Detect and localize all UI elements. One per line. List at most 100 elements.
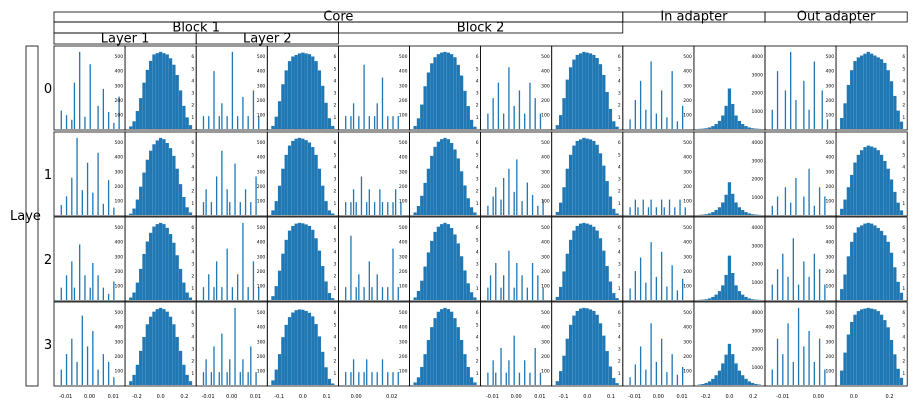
histogram-bar <box>537 275 538 300</box>
histogram-bar <box>159 52 162 129</box>
y-tick-label: 400 <box>399 155 408 161</box>
y-tick-label: 6 <box>902 54 905 60</box>
histogram-bar <box>314 61 317 129</box>
histogram-bar <box>640 81 641 129</box>
y-tick-label: 400 <box>399 69 408 75</box>
histogram-bar <box>748 213 751 215</box>
histogram-bar <box>166 54 169 129</box>
histogram-bar <box>430 156 433 215</box>
histogram-bar <box>328 379 331 385</box>
y-tick-label: 2 <box>618 359 621 365</box>
histogram-bar <box>162 309 165 385</box>
y-tick-label: 5 <box>191 237 194 243</box>
histogram-bar <box>803 81 804 129</box>
histogram-bar <box>883 235 886 300</box>
y-tick-label: 6 <box>618 140 621 146</box>
histogram-bar <box>758 384 761 385</box>
histogram-bar <box>559 287 562 300</box>
histogram-bar <box>629 288 630 300</box>
y-tick-label: 5 <box>334 237 337 243</box>
histogram-bar <box>857 155 860 215</box>
histogram-bar <box>473 127 476 129</box>
histogram-bar <box>305 224 308 300</box>
y-tick-label: 500 <box>115 140 124 146</box>
y-tick-label: 2 <box>476 103 479 109</box>
y-tick-label: 4000 <box>752 140 764 146</box>
histogram-bar <box>708 127 711 129</box>
histogram-bar <box>226 249 227 300</box>
y-tick-label: 6 <box>902 225 905 231</box>
histogram-bar <box>172 65 175 129</box>
histogram-bar <box>463 185 466 215</box>
histogram-bar <box>672 354 673 385</box>
histogram-bar <box>711 379 714 385</box>
y-tick-label: 100 <box>541 198 550 204</box>
histogram-bar <box>71 120 72 129</box>
x-tick-label: 0.00 <box>511 394 522 400</box>
y-tick-label: 300 <box>826 83 835 89</box>
header-block-2: Block 2 <box>457 21 505 36</box>
histogram-bar <box>751 128 754 129</box>
histogram-bar <box>741 210 744 215</box>
histogram-bar <box>226 116 227 129</box>
histogram-bar <box>599 323 602 385</box>
histogram-bar <box>843 103 846 129</box>
y-tick-label: 400 <box>826 69 835 75</box>
y-tick-label: 2 <box>476 359 479 365</box>
histogram-bar <box>345 116 346 129</box>
y-tick-label: 400 <box>257 69 266 75</box>
histogram-bar <box>648 207 649 215</box>
histogram-bar <box>245 189 246 215</box>
y-tick-label: 6 <box>476 225 479 231</box>
y-tick-label: 2 <box>476 189 479 195</box>
histogram-bar <box>629 119 630 129</box>
y-tick-label: 3000 <box>752 243 764 249</box>
histogram-bar <box>298 223 301 300</box>
histogram-bar <box>718 371 721 385</box>
x-tick-label: -0.01 <box>628 394 641 400</box>
histogram-bar <box>423 183 426 215</box>
y-tick-label: 500 <box>257 140 266 146</box>
histogram-bar <box>275 286 278 300</box>
histogram-bar <box>772 110 773 129</box>
y-tick-label: 200 <box>683 269 692 275</box>
histogram-bar <box>298 138 301 215</box>
histogram-bar <box>229 359 230 385</box>
histogram-bar <box>900 122 903 129</box>
histogram-bar <box>350 236 351 300</box>
histogram-bar <box>450 143 453 215</box>
histogram-bar <box>311 147 314 215</box>
histogram-bar <box>728 344 731 385</box>
histogram-bar <box>377 372 378 385</box>
y-tick-label: 200 <box>257 184 266 190</box>
histogram-bar <box>295 139 298 215</box>
y-tick-label: 1 <box>618 286 621 292</box>
histogram-bar <box>873 56 876 129</box>
histogram-bar <box>772 370 773 385</box>
histogram-bar <box>149 317 152 385</box>
y-tick-label: 3000 <box>752 328 764 334</box>
histogram-bar <box>152 54 155 129</box>
y-tick-label: 500 <box>399 140 408 146</box>
histogram-bar <box>863 309 866 385</box>
histogram-bar <box>503 114 504 129</box>
histogram-bar <box>592 311 595 385</box>
y-tick-label: 400 <box>826 325 835 331</box>
histogram-bar <box>672 265 673 300</box>
histogram-bar <box>562 187 565 215</box>
histogram-bar <box>318 336 321 385</box>
histogram-bar <box>240 202 241 215</box>
histogram-bar <box>430 241 433 300</box>
y-tick-label: 300 <box>257 254 266 260</box>
histogram-bar <box>136 365 139 385</box>
histogram-bar <box>734 285 737 300</box>
histogram-bar <box>470 292 473 300</box>
histogram-bar <box>331 383 334 385</box>
histogram-bar <box>324 281 327 300</box>
histogram-bar <box>609 366 612 385</box>
y-tick-label: 4 <box>476 249 479 255</box>
histogram-bar <box>350 202 351 215</box>
